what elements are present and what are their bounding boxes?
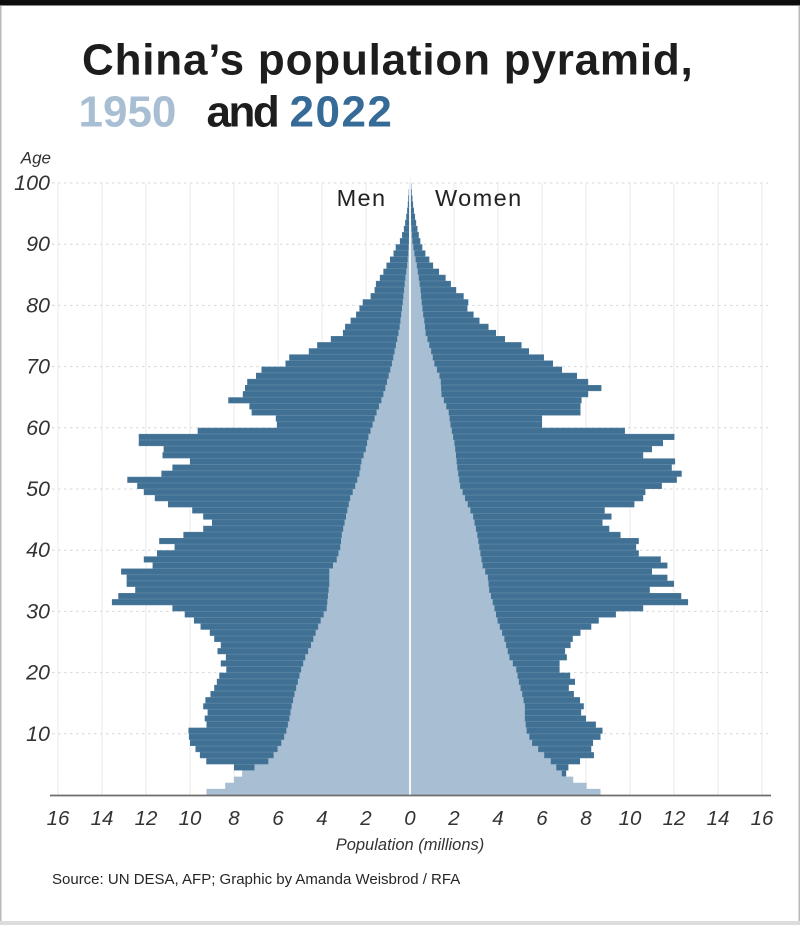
svg-text:6: 6	[272, 807, 284, 830]
svg-text:14: 14	[707, 807, 730, 830]
svg-text:4: 4	[492, 807, 503, 830]
svg-text:10: 10	[26, 722, 50, 746]
svg-text:100: 100	[14, 171, 50, 195]
svg-text:Men: Men	[337, 185, 387, 211]
svg-text:16: 16	[47, 807, 70, 830]
svg-text:12: 12	[663, 807, 686, 830]
svg-text:90: 90	[26, 232, 50, 256]
svg-text:30: 30	[26, 599, 50, 623]
svg-text:Women: Women	[435, 185, 523, 211]
svg-text:China’s population pyramid,: China’s population pyramid,	[82, 36, 694, 85]
svg-text:40: 40	[26, 538, 50, 562]
svg-text:8: 8	[228, 807, 240, 830]
svg-text:10: 10	[619, 807, 642, 830]
svg-text:8: 8	[580, 807, 592, 830]
svg-text:Age: Age	[20, 149, 51, 168]
svg-text:0: 0	[404, 807, 416, 830]
svg-text:2: 2	[447, 807, 460, 830]
svg-text:6: 6	[536, 807, 548, 830]
svg-text:4: 4	[316, 807, 327, 830]
svg-text:50: 50	[26, 477, 50, 501]
svg-text:16: 16	[751, 807, 774, 830]
svg-text:80: 80	[26, 293, 50, 317]
svg-text:20: 20	[25, 661, 50, 685]
svg-text:12: 12	[135, 807, 158, 830]
svg-text:14: 14	[91, 807, 114, 830]
svg-text:70: 70	[26, 355, 50, 379]
svg-text:2: 2	[359, 807, 372, 830]
svg-text:60: 60	[26, 416, 50, 440]
svg-text:Source: UN DESA, AFP; Graphic: Source: UN DESA, AFP; Graphic by Amanda …	[52, 871, 460, 888]
svg-text:10: 10	[179, 807, 202, 830]
svg-text:Population (millions): Population (millions)	[336, 836, 485, 854]
